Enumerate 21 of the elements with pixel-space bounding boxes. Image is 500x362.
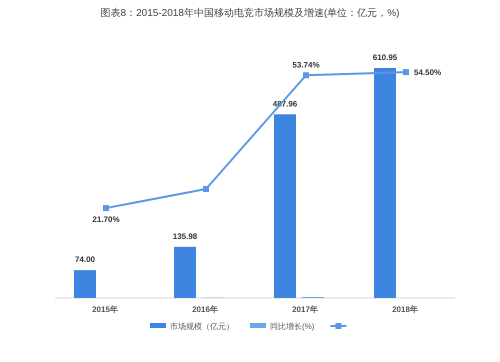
data-label: 21.70% (92, 215, 120, 224)
point (103, 205, 109, 212)
data-label: 53.74% (292, 60, 320, 70)
data-label: 610.95 (372, 53, 398, 62)
x-tick-label: 2015年 (92, 305, 118, 314)
data-label: 135.98 (172, 232, 198, 241)
data-label: 74.00 (74, 255, 96, 264)
bar (74, 270, 96, 298)
point (303, 72, 309, 78)
data-label: 54.50% (414, 68, 442, 78)
x-tick-label: 2016年 (192, 305, 218, 314)
x-tick-label: 2018年 (392, 305, 418, 314)
legend-label: 同比增长(%) (270, 322, 315, 331)
bar (374, 68, 396, 298)
bar (274, 114, 296, 298)
bar (174, 246, 196, 298)
x-tick-label: 2017年 (292, 305, 318, 314)
point (203, 186, 209, 192)
chart-title: 图表8：2015-2018年中国移动电竞市场规模及增速(单位：亿元，%) (100, 7, 400, 19)
legend-label: 市场规模（亿元） (170, 322, 234, 331)
point (403, 69, 409, 76)
